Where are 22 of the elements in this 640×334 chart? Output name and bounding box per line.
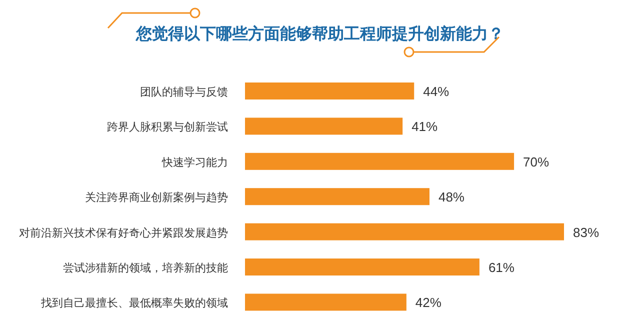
y-tick-label: 尝试涉猎新的领域，培养新的技能 [63, 262, 228, 274]
bar [245, 82, 414, 100]
y-tick-label: 找到自己最擅长、最低概率失败的领域 [40, 296, 228, 310]
data-label: 41% [412, 119, 438, 134]
bar [245, 223, 564, 240]
data-label: 48% [438, 190, 465, 205]
bar [245, 188, 430, 206]
bar [245, 258, 480, 276]
bar [245, 118, 403, 135]
bar [245, 152, 514, 170]
y-tick-label: 团队的辅导与反馈 [140, 86, 228, 98]
y-tick-label: 关注跨界商业创新案例与趋势 [85, 191, 228, 204]
bar [245, 294, 406, 311]
data-label: 70% [523, 154, 550, 170]
data-label: 42% [415, 295, 442, 310]
y-tick-label: 跨界人脉积累与创新尝试 [107, 120, 228, 134]
data-label: 83% [573, 224, 600, 240]
data-label: 61% [488, 260, 515, 275]
y-tick-label: 快速学习能力 [161, 156, 228, 169]
chart-title: 您觉得以下哪些方面能够帮助工程师提升创新能力？ [135, 24, 504, 43]
data-label: 44% [423, 84, 450, 99]
y-tick-label: 对前沿新兴技术保有好奇心并紧跟发展趋势 [19, 226, 228, 240]
